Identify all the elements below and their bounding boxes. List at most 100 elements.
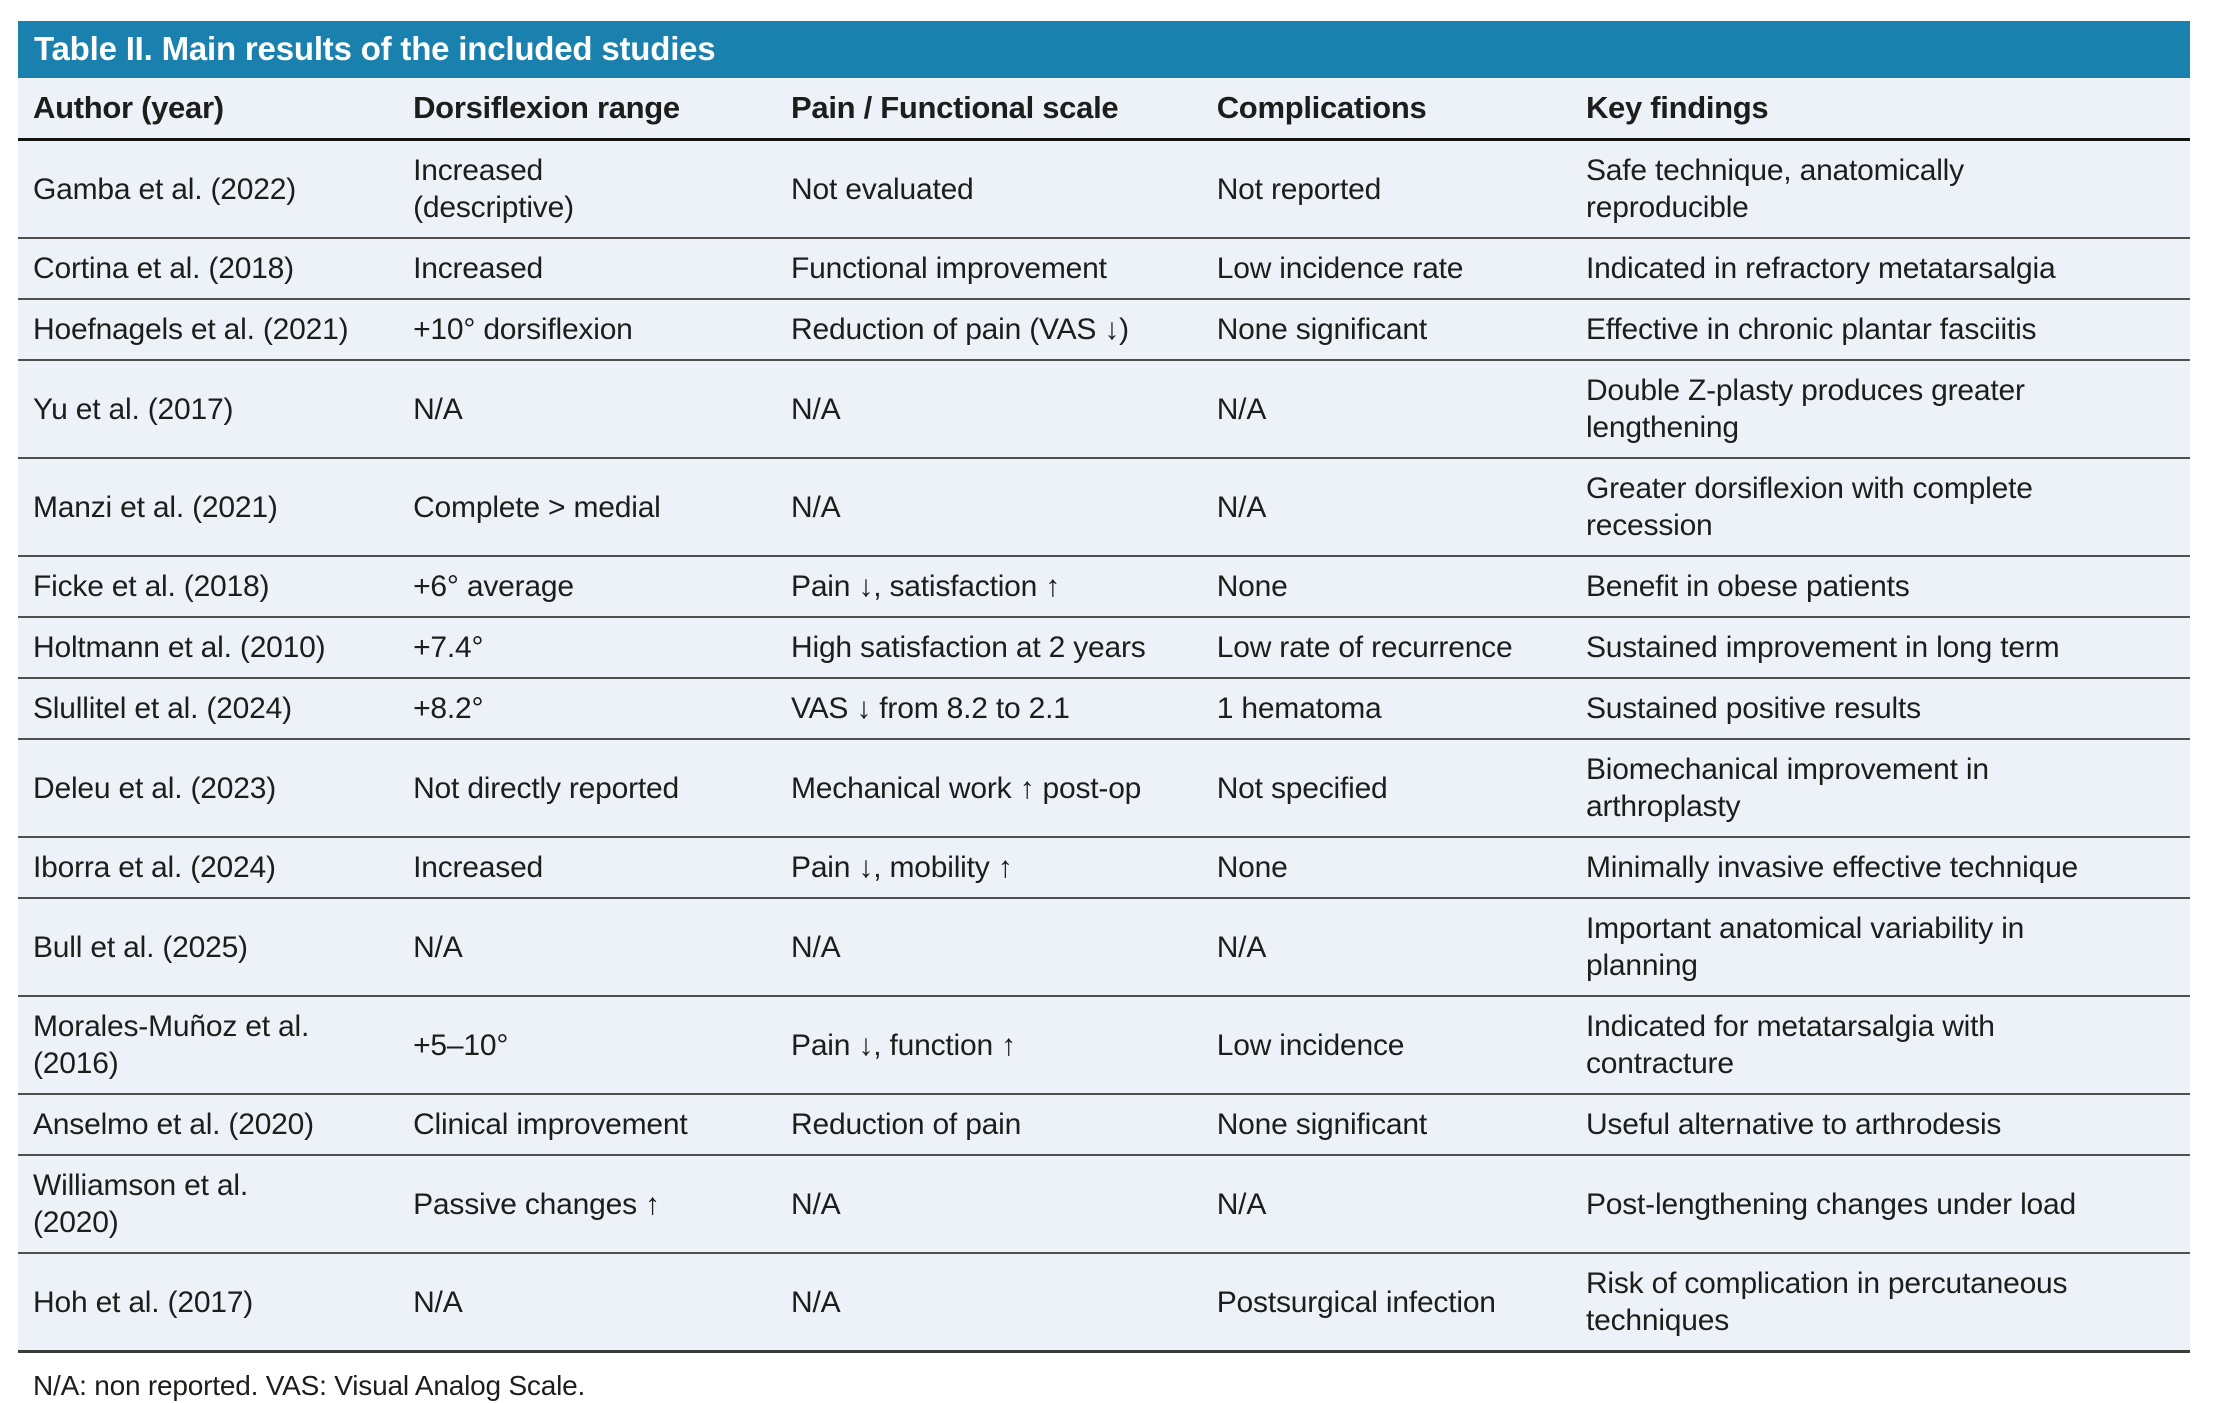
table-row: Iborra et al. (2024) Increased Pain ↓, mob… <box>18 837 2190 898</box>
cell-complications: None <box>1216 570 1288 603</box>
cell-pain: N/A <box>791 930 841 964</box>
cell-findings: Greater dorsiflexion with complete reces… <box>1585 472 2033 542</box>
cell-dorsiflexion: +7.4° <box>413 631 484 664</box>
cell-findings: Indicated in refractory metatarsalgia <box>1585 252 2056 285</box>
table-row: Ficke et al. (2018) +6° average Pain ↓, sa… <box>18 556 2190 617</box>
table-title-bar: Table II. Main results of the included s… <box>18 21 2190 78</box>
cell-pain: Functional improvement <box>791 252 1107 285</box>
cell-findings: Benefit in obese patients <box>1585 570 1910 603</box>
cell-author: Yu et al. (2017) <box>33 392 234 426</box>
cell-findings: Post-lengthening changes under load <box>1585 1187 2076 1221</box>
cell-findings: Important anatomical variability in plan… <box>1585 912 2025 982</box>
cell-findings: Minimally invasive effective technique <box>1585 851 2079 884</box>
cell-author: Cortina et al. (2018) <box>33 252 294 285</box>
cell-findings: Useful alternative to arthrodesis <box>1585 1108 2002 1141</box>
cell-complications: Not reported <box>1216 172 1382 206</box>
table-row: Deleu et al. (2023) Not directly reported… <box>18 739 2190 837</box>
cell-complications: 1 hematoma <box>1216 692 1382 725</box>
cell-findings: Double Z-plasty produces greater lengthe… <box>1585 374 2025 444</box>
column-header-pain: Pain / Functional scale <box>791 90 1119 125</box>
table-row: Morales-Muñoz et al. (2016) +5–10° Pain ↓,… <box>18 996 2190 1094</box>
column-header-complications: Complications <box>1216 90 1427 125</box>
cell-pain: Reduction of pain <box>791 1108 1022 1141</box>
cell-pain: Mechanical work ↑ post-op <box>791 771 1142 805</box>
column-header-row: Author (year) Dorsiflexion range Pain / Fu… <box>18 78 2190 140</box>
cell-complications: Low incidence <box>1216 1028 1405 1062</box>
cell-dorsiflexion: +8.2° <box>413 692 484 725</box>
cell-findings: Biomechanical improvement in arthroplast… <box>1585 753 1989 823</box>
cell-author: Manzi et al. (2021) <box>33 490 278 524</box>
cell-author: Iborra et al. (2024) <box>33 851 276 884</box>
column-header-dorsiflexion: Dorsiflexion range <box>413 90 680 125</box>
column-header-findings: Key findings <box>1585 90 1769 125</box>
cell-complications: N/A <box>1216 930 1267 964</box>
cell-author: Hoefnagels et al. (2021) <box>33 313 349 346</box>
cell-pain: VAS ↓ from 8.2 to 2.1 <box>791 692 1070 725</box>
cell-pain: N/A <box>791 1285 841 1319</box>
cell-dorsiflexion: N/A <box>413 930 463 964</box>
cell-author: Ficke et al. (2018) <box>33 570 270 603</box>
cell-pain: Reduction of pain (VAS ↓) <box>791 313 1129 346</box>
cell-dorsiflexion: N/A <box>413 392 463 426</box>
table-row: Williamson et al. (2020) Passive changes … <box>18 1155 2190 1253</box>
cell-dorsiflexion: Increased (descriptive) <box>413 154 574 224</box>
cell-complications: Low rate of recurrence <box>1216 631 1513 664</box>
cell-findings: Sustained positive results <box>1585 692 1921 725</box>
cell-pain: N/A <box>791 1187 841 1221</box>
table-row: Slullitel et al. (2024) +8.2° VAS ↓ from 8… <box>18 678 2190 739</box>
table-footnote: N/A: non reported. VAS: Visual Analog Sc… <box>33 1370 586 1401</box>
cell-author: Hoh et al. (2017) <box>33 1285 254 1319</box>
cell-complications: None significant <box>1216 313 1427 346</box>
cell-dorsiflexion: Passive changes ↑ <box>413 1187 660 1221</box>
column-header-author: Author (year) <box>33 90 224 125</box>
cell-findings: Safe technique, anatomically reproducibl… <box>1585 154 1964 224</box>
cell-findings: Effective in chronic plantar fasciitis <box>1585 313 2037 346</box>
cell-author: Bull et al. (2025) <box>33 930 248 964</box>
cell-author: Holtmann et al. (2010) <box>33 631 326 664</box>
cell-pain: Pain ↓, mobility ↑ <box>791 851 1013 884</box>
cell-dorsiflexion: Increased <box>413 252 544 285</box>
table-row: Holtmann et al. (2010) +7.4° High satisfac… <box>18 617 2190 678</box>
cell-dorsiflexion: +6° average <box>413 570 574 603</box>
table-row: Gamba et al. (2022) Increased (descriptiv… <box>18 140 2190 238</box>
cell-complications: None significant <box>1216 1108 1427 1141</box>
cell-dorsiflexion: +5–10° <box>413 1028 509 1062</box>
cell-author: Morales-Muñoz et al. (2016) <box>33 1010 310 1080</box>
cell-complications: Not specified <box>1216 771 1388 805</box>
table-title: Table II. Main results of the included s… <box>34 29 716 67</box>
table-row: Cortina et al. (2018) Increased Functional… <box>18 238 2190 299</box>
cell-dorsiflexion: Increased <box>413 851 544 884</box>
cell-author: Williamson et al. (2020) <box>33 1169 248 1239</box>
cell-findings: Risk of complication in percutaneous tec… <box>1585 1267 2068 1337</box>
cell-complications: N/A <box>1216 490 1267 524</box>
cell-pain: Pain ↓, function ↑ <box>791 1028 1016 1062</box>
cell-author: Gamba et al. (2022) <box>33 172 297 206</box>
cell-pain: N/A <box>791 490 841 524</box>
table-row: Bull et al. (2025) N/A N/A N/A Important ana… <box>18 898 2190 996</box>
cell-author: Anselmo et al. (2020) <box>33 1108 314 1141</box>
cell-author: Deleu et al. (2023) <box>33 771 277 805</box>
table-row: Hoh et al. (2017) N/A N/A Postsurgical infe… <box>18 1253 2190 1352</box>
cell-findings: Indicated for metatarsalgia with contrac… <box>1585 1010 1995 1080</box>
table-row: Hoefnagels et al. (2021) +10° dorsiflexio… <box>18 299 2190 360</box>
cell-complications: N/A <box>1216 1187 1267 1221</box>
cell-complications: Postsurgical infection <box>1216 1285 1496 1319</box>
results-table: Author (year) Dorsiflexion range Pain / Fu… <box>18 78 2190 1353</box>
cell-pain: Not evaluated <box>791 172 974 206</box>
table-row: Manzi et al. (2021) Complete > medial N/A N… <box>18 458 2190 556</box>
results-table-figure: Table II. Main results of the included s… <box>18 21 2190 1403</box>
cell-pain: High satisfaction at 2 years <box>791 631 1146 664</box>
cell-dorsiflexion: N/A <box>413 1285 463 1319</box>
cell-dorsiflexion: Clinical improvement <box>413 1108 688 1141</box>
table-row: Anselmo et al. (2020) Clinical improvemen… <box>18 1094 2190 1155</box>
table-row: Yu et al. (2017) N/A N/A N/A Double Z-plasty… <box>18 360 2190 458</box>
cell-dorsiflexion: +10° dorsiflexion <box>413 313 633 346</box>
cell-dorsiflexion: Not directly reported <box>413 771 680 805</box>
cell-complications: N/A <box>1216 392 1267 426</box>
cell-pain: Pain ↓, satisfaction ↑ <box>791 570 1061 603</box>
cell-complications: Low incidence rate <box>1216 252 1464 285</box>
cell-pain: N/A <box>791 392 841 426</box>
cell-dorsiflexion: Complete > medial <box>413 490 661 524</box>
cell-author: Slullitel et al. (2024) <box>33 692 292 725</box>
cell-complications: None <box>1216 851 1288 884</box>
